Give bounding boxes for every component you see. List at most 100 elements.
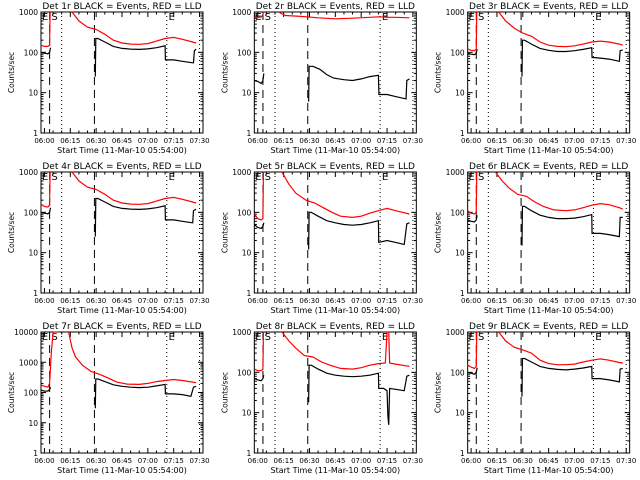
events-series-line [521, 39, 623, 77]
marker-annotation: E [595, 332, 601, 343]
events-series-line [40, 207, 52, 215]
x-tick-label: 07:30 [403, 297, 423, 305]
plot-frame [253, 331, 417, 454]
y-tick-label: 100 [24, 389, 39, 398]
y-tick-label: 100 [450, 368, 465, 377]
events-series-line [254, 375, 265, 382]
x-tick-label: 06:15 [274, 457, 294, 465]
x-tick-label: 07:30 [403, 137, 423, 145]
marker-annotation: E [255, 172, 261, 183]
y-tick-label: 10 [28, 89, 38, 98]
marker-annotation: S [51, 332, 57, 343]
y-tick-label: 1 [247, 289, 252, 298]
x-tick-label: 06:00 [34, 137, 54, 145]
x-tick-label: 06:15 [487, 457, 507, 465]
x-tick-label: 06:30 [86, 297, 106, 305]
marker-annotation: E [469, 12, 475, 23]
x-tick-label: 06:00 [248, 297, 268, 305]
chart-panel: Det 6r BLACK = Events, RED = LLD 1 10 100 10… [434, 162, 637, 315]
y-tick-label: 100 [237, 48, 252, 57]
x-tick-label: 07:15 [377, 457, 397, 465]
y-axis-label: Counts/sec [7, 212, 16, 253]
lld-series-line [40, 331, 59, 388]
plot-frame [467, 331, 631, 454]
chart-panel: Det 5r BLACK = Events, RED = LLD 1 10 100 10… [220, 162, 423, 315]
marker-annotation: S [478, 332, 484, 343]
plot-frame [253, 11, 417, 134]
x-tick-label: 06:15 [274, 137, 294, 145]
x-tick-label: 06:30 [513, 457, 533, 465]
y-tick-label: 1000 [19, 8, 38, 17]
x-tick-label: 07:00 [138, 457, 158, 465]
marker-annotation: E [595, 12, 601, 23]
x-tick-label: 07:00 [138, 297, 158, 305]
x-tick-label: 06:30 [513, 297, 533, 305]
y-tick-label: 1000 [232, 168, 251, 177]
chart-title: Det 3r BLACK = Events, RED = LLD [469, 2, 628, 12]
events-series-line [254, 73, 265, 85]
y-tick-label: 10 [242, 249, 252, 258]
events-series-line [521, 205, 623, 246]
x-tick-label: 07:15 [164, 297, 184, 305]
x-tick-label: 06:15 [274, 297, 294, 305]
y-tick-label: 100 [237, 368, 252, 377]
x-tick-label: 06:30 [513, 137, 533, 145]
x-axis-label: Start Time (11-Mar-10 05:54:00) [484, 306, 614, 315]
y-tick-label: 10 [242, 409, 252, 418]
chart-title: Det 9r BLACK = Events, RED = LLD [469, 322, 628, 332]
y-tick-label: 100 [24, 48, 39, 57]
lld-series-line [467, 11, 478, 52]
y-tick-label: 1000 [232, 8, 251, 17]
marker-annotation: S [478, 12, 484, 23]
events-series-line [40, 47, 52, 55]
plot-frame [467, 11, 631, 134]
x-tick-label: 06:30 [299, 137, 319, 145]
y-tick-label: 1 [33, 449, 38, 458]
marker-annotation: E [42, 172, 48, 183]
y-tick-label: 1 [33, 289, 38, 298]
x-tick-label: 06:45 [325, 457, 345, 465]
x-tick-label: 07:30 [616, 457, 636, 465]
y-tick-label: 1000 [446, 328, 465, 337]
events-series-line [467, 367, 478, 375]
x-tick-label: 06:30 [86, 137, 106, 145]
chart-title: Det 8r BLACK = Events, RED = LLD [256, 322, 415, 332]
y-tick-label: 100 [450, 208, 465, 217]
y-tick-label: 100 [237, 208, 252, 217]
x-tick-label: 06:45 [325, 297, 345, 305]
events-series-line [94, 37, 197, 77]
x-tick-label: 06:00 [461, 457, 481, 465]
lld-series-line [278, 11, 410, 20]
x-tick-label: 06:15 [487, 137, 507, 145]
plot-frame [253, 171, 417, 294]
y-tick-label: 10000 [14, 328, 38, 337]
x-tick-label: 06:30 [86, 457, 106, 465]
marker-annotation: E [42, 332, 48, 343]
chart-panel: Det 9r BLACK = Events, RED = LLD 1 10 100 10… [434, 322, 637, 475]
x-axis-label: Start Time (11-Mar-10 05:54:00) [57, 146, 187, 155]
lld-series-line [68, 331, 197, 386]
y-tick-label: 1 [460, 289, 465, 298]
y-tick-label: 1000 [446, 168, 465, 177]
y-tick-label: 10 [242, 89, 252, 98]
lld-series-line [498, 331, 623, 366]
y-tick-label: 10 [28, 419, 38, 428]
events-series-line [308, 364, 410, 425]
y-tick-label: 1000 [19, 358, 38, 367]
chart-panel: Det 4r BLACK = Events, RED = LLD 1 10 100 10… [7, 162, 210, 315]
x-axis-label: Start Time (11-Mar-10 05:54:00) [57, 306, 187, 315]
chart-panel: Det 2r BLACK = Events, RED = LLD 1 10 100 10… [220, 2, 423, 155]
y-tick-label: 100 [450, 48, 465, 57]
y-tick-label: 1 [460, 129, 465, 138]
y-axis-label: Counts/sec [220, 212, 229, 253]
x-tick-label: 06:15 [60, 137, 80, 145]
x-tick-label: 07:15 [164, 137, 184, 145]
lld-series-line [281, 171, 410, 219]
x-tick-label: 06:00 [248, 137, 268, 145]
lld-series-line [281, 331, 410, 370]
chart-title: Det 5r BLACK = Events, RED = LLD [256, 162, 415, 172]
x-tick-label: 06:45 [539, 297, 559, 305]
y-axis-label: Counts/sec [434, 52, 443, 93]
x-tick-label: 06:15 [487, 297, 507, 305]
events-series-line [521, 357, 623, 397]
